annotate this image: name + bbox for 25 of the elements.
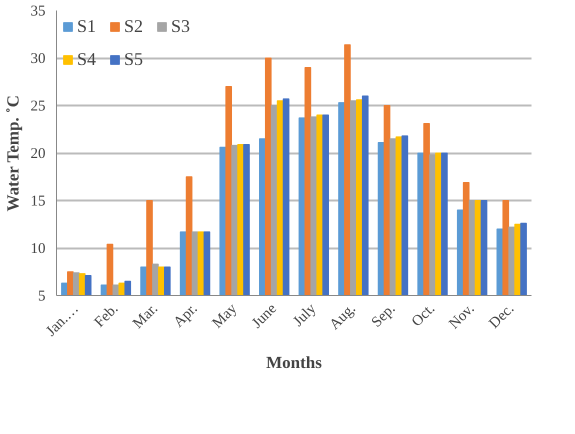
x-tick-label: Oct. [408,300,438,330]
legend-label: S5 [124,49,144,70]
y-tick-label: 5 [38,288,46,304]
legend-label: S4 [77,49,97,70]
legend-label: S3 [171,16,191,37]
x-axis-title: Months [266,353,322,372]
x-tick-label: Dec. [486,300,518,332]
y-axis-title: Water Temp. ˚C [4,95,22,212]
y-tick-label: 30 [30,51,46,67]
legend-label: S2 [124,16,144,37]
y-tick-label: 15 [30,194,46,210]
x-tick-label: July [290,300,320,330]
legend-label: S1 [77,16,97,37]
y-tick-label: 35 [30,4,46,20]
y-tick-label: 25 [30,98,46,114]
x-tick-label: Feb. [92,300,122,331]
x-tick-label: Sep. [368,300,399,331]
x-tick-label: Nov. [446,300,478,332]
x-tick-label: Apr. [170,300,201,331]
x-tick-label: Aug. [326,300,360,334]
y-tick-label: 20 [30,146,46,162]
y-tick-label: 10 [30,241,46,257]
x-tick-label: May [210,300,241,332]
x-tick-label: Mar. [130,300,162,332]
x-tick-label: June [249,300,280,332]
